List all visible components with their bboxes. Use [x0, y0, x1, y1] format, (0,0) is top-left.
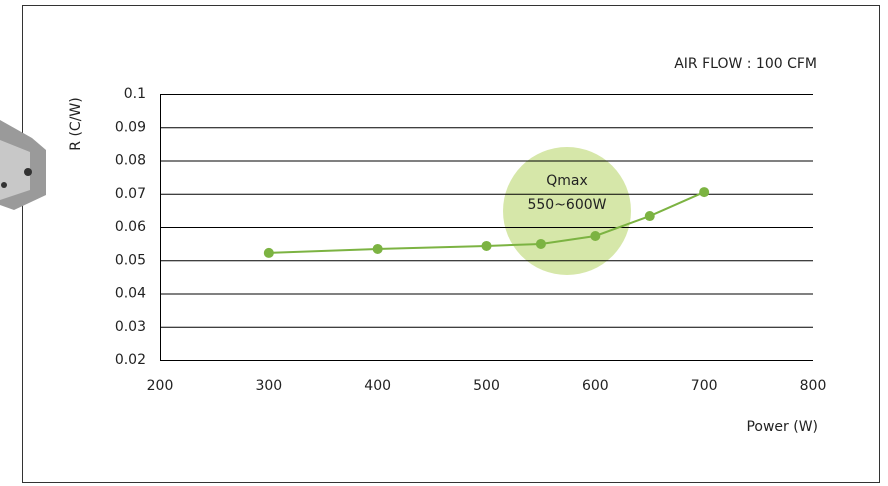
x-tick-label: 800 [800, 378, 827, 394]
data-point [263, 247, 274, 258]
highlight-circle [503, 147, 631, 275]
y-tick-label: 0.06 [115, 219, 146, 235]
x-axis-label: Power (W) [746, 419, 818, 435]
x-tick-label: 700 [691, 378, 718, 394]
data-point [699, 187, 710, 198]
annotation: 550~600W [527, 197, 606, 213]
x-tick-label: 300 [255, 378, 282, 394]
y-tick-label: 0.08 [115, 153, 146, 169]
y-tick-label: 0.1 [124, 86, 146, 102]
x-tick-label: 600 [582, 378, 609, 394]
x-tick-label: 200 [147, 378, 174, 394]
product-image [0, 120, 46, 210]
data-point [481, 240, 492, 251]
annotation: Qmax [546, 173, 588, 189]
frame [22, 5, 880, 483]
chart-title: AIR FLOW : 100 CFM [674, 56, 817, 72]
y-tick-label: 0.03 [115, 319, 146, 335]
y-tick-label: 0.04 [115, 286, 146, 302]
y-tick-label: 0.09 [115, 119, 146, 135]
data-point [535, 238, 546, 249]
data-point [644, 211, 655, 222]
data-point [590, 230, 601, 241]
x-tick-label: 400 [364, 378, 391, 394]
y-tick-label: 0.07 [115, 186, 146, 202]
y-axis-label: R (C/W) [68, 97, 84, 150]
data-point [372, 243, 383, 254]
y-tick-label: 0.05 [115, 252, 146, 268]
y-tick-label: 0.02 [115, 352, 146, 368]
x-tick-label: 500 [473, 378, 500, 394]
